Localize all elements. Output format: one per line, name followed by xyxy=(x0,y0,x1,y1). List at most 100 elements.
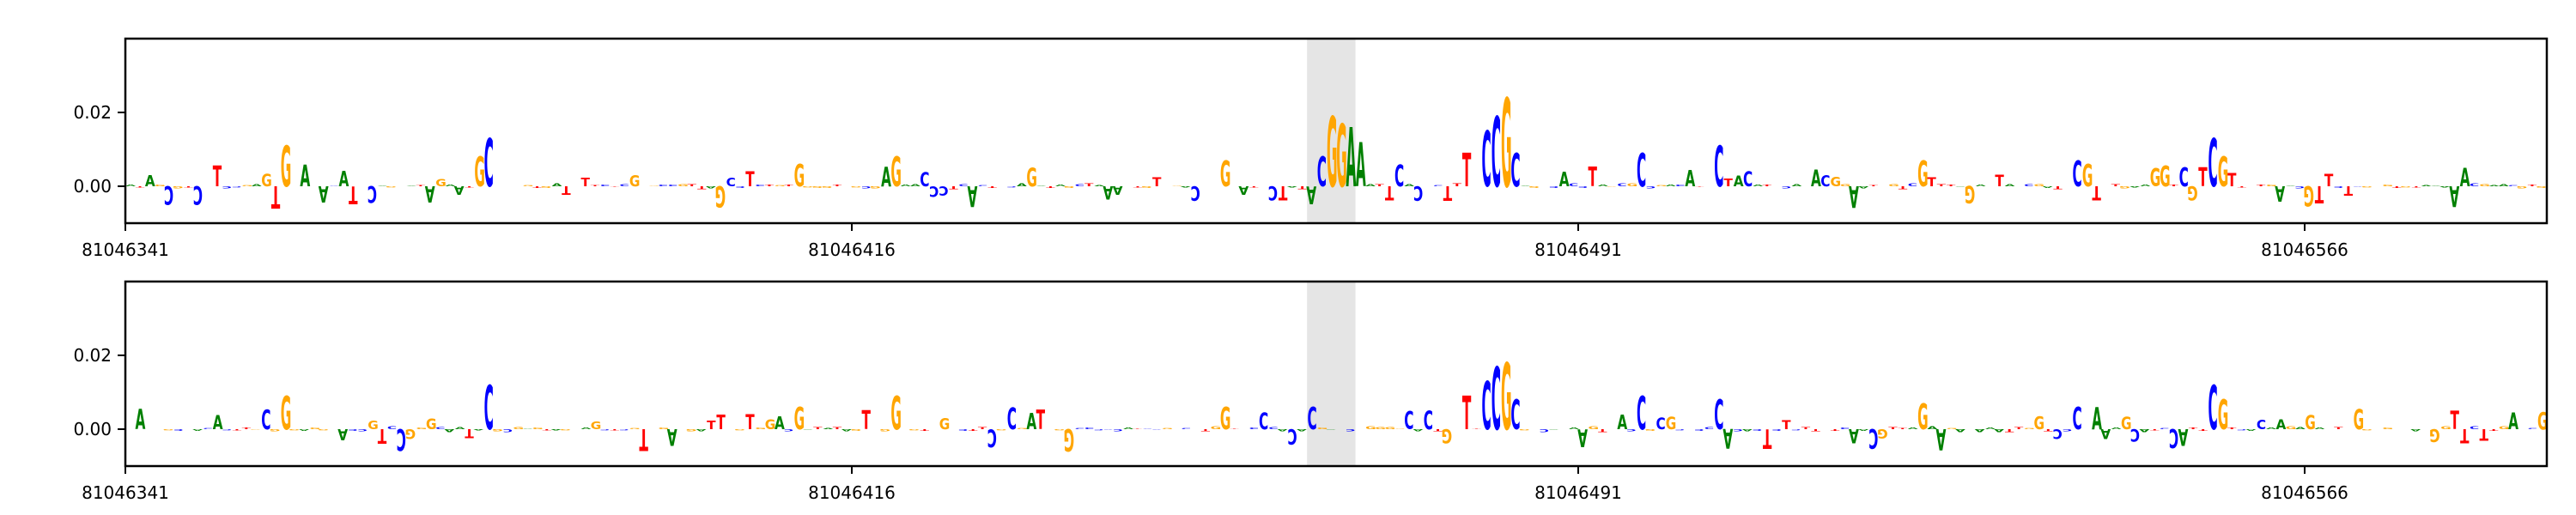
logo-letter-bg: C xyxy=(735,185,744,188)
logo-letter-bg: T xyxy=(532,185,542,188)
logo-letter-bg: A xyxy=(1113,183,1123,196)
logo-letter-bg: A xyxy=(2245,428,2257,431)
logo-letter-bg: A xyxy=(2499,184,2509,188)
logo-letter-bg: C xyxy=(397,421,406,456)
logo-letter-bg: C xyxy=(2179,162,2189,192)
logo-letter-bg: T xyxy=(1995,173,2004,191)
logo-letter-bg: G xyxy=(1606,186,1617,187)
logo-letter-bg: C xyxy=(503,428,513,433)
logo-letter-bg: A xyxy=(136,404,146,436)
logo-letter-bg: A xyxy=(1547,429,1558,430)
logo-letter-bg: T xyxy=(949,185,958,190)
logo-letter-bg: T xyxy=(580,177,590,190)
logo-letter-bg: T xyxy=(1830,428,1839,431)
logo-letter-bg: T xyxy=(232,429,241,431)
logo-letter-bg: G xyxy=(1947,428,1958,430)
logo-letter-bg: T xyxy=(416,185,426,186)
logo-letter-bg: G xyxy=(1528,185,1540,188)
logo-letter-bg: C xyxy=(1704,427,1714,430)
logo-letter-bg: C xyxy=(1287,424,1297,449)
logo-letter-bg: A xyxy=(2141,185,2152,187)
logo-letter-bg: C xyxy=(173,428,183,431)
x-tick-label: 81046341 xyxy=(82,482,169,503)
logo-letter-bg: G xyxy=(386,185,397,187)
logo-letter-bg: G xyxy=(677,184,689,187)
logo-letter-bg: G xyxy=(648,185,659,186)
logo-letter-bg: T xyxy=(242,427,252,430)
logo-letter-bg: A xyxy=(406,185,417,186)
logo-letter-bg: C xyxy=(1075,184,1084,187)
logo-letter-bg: A xyxy=(1927,426,1937,430)
logo-letter-bg: G xyxy=(629,428,641,430)
logo-letter-bg: T xyxy=(2111,184,2121,187)
logo-letter-bg: C xyxy=(2353,186,2362,187)
logo-letter-bg: T xyxy=(2227,427,2237,430)
logo-letter-bg: C xyxy=(978,185,987,186)
logo-letter-bg: T xyxy=(2391,185,2401,188)
logo-letter-bg: T xyxy=(1589,161,1598,193)
logo-letter-bg: C xyxy=(939,183,948,198)
y-tick-label: 0.02 xyxy=(73,345,112,366)
logo-letter-bg: C xyxy=(2257,417,2266,433)
logo-letter-bg: C xyxy=(1182,427,1191,429)
logo-letter-bg: C xyxy=(1433,185,1443,187)
logo-letter-bg: C xyxy=(1404,408,1413,435)
logo-letter-bg: C xyxy=(958,428,968,431)
logo-letter-bg: G xyxy=(2024,427,2035,429)
logo-letter-bg: G xyxy=(1589,426,1600,430)
logo-letter: G xyxy=(890,388,902,440)
logo-letter-bg: G xyxy=(2305,412,2316,434)
logo-letter-bg: C xyxy=(755,185,764,187)
logo-letter-bg: A xyxy=(1598,185,1609,187)
logo-letter-bg: A xyxy=(1306,180,1316,208)
logo-letter-bg: A xyxy=(1055,185,1066,187)
y-tick-label: 0.00 xyxy=(73,176,112,197)
logo-letter-bg: C xyxy=(987,423,997,451)
logo-letter-bg: T xyxy=(1443,181,1452,204)
logo-letter-bg: G xyxy=(2361,186,2372,188)
logo-letter-bg: G xyxy=(1162,428,1173,430)
logo-letter-bg: A xyxy=(705,185,715,189)
logo-letter-bg: G xyxy=(1644,428,1656,432)
logo-letter-bg: A xyxy=(213,412,223,434)
logo-letter-bg: C xyxy=(1617,183,1626,187)
logo-letter-bg: T xyxy=(833,427,842,431)
logo-letter-bg: T xyxy=(1694,186,1704,187)
logo-letter-bg: C xyxy=(2294,185,2304,189)
logo-letter-bg: G xyxy=(2119,185,2130,189)
logo-letter-bg: T xyxy=(2479,426,2488,445)
logo-panel-top: A T A GCG T CT C C GA GTA A C AT C AG A T A GAA T GTG A T T T C T C… xyxy=(73,37,2549,260)
logo-letter-bg: C xyxy=(1578,185,1588,188)
logo-letter-bg: G xyxy=(1172,185,1183,186)
logo-letter-bg: A xyxy=(1849,179,1859,213)
logo-letter-bg: T xyxy=(2488,428,2498,431)
logo-letter-bg: A xyxy=(2410,428,2421,432)
logo-letter-bg: A xyxy=(2315,427,2326,430)
logo-letter-bg: A xyxy=(1325,429,1336,430)
logo-letter: G xyxy=(1501,345,1512,451)
logo-letter-bg: A xyxy=(1365,184,1376,187)
logo-letter-bg: G xyxy=(1656,185,1668,187)
y-tick-label: 0.02 xyxy=(73,102,112,123)
logo-letter-bg: T xyxy=(465,186,474,187)
logo-letter-bg: T xyxy=(1811,428,1820,432)
logo-letter-bg: G xyxy=(289,428,300,430)
logo-letter-bg: A xyxy=(1569,427,1580,430)
logo-letter-bg: A xyxy=(1685,166,1695,191)
logo-letter-bg: T xyxy=(377,424,386,447)
logo-letter-bg: T xyxy=(639,421,648,456)
logo-letter: T xyxy=(745,168,755,191)
logo-letter-bg: T xyxy=(2092,181,2100,203)
logo-letter-bg: C xyxy=(668,185,677,187)
logo-letter-bg: T xyxy=(1385,181,1394,203)
logo-letter-bg: G xyxy=(261,172,272,191)
logo-letter-bg: A xyxy=(552,183,562,187)
logo-letter-bg: T xyxy=(2343,183,2353,198)
logo-letter-bg: C xyxy=(1424,405,1433,435)
logo-letter: A xyxy=(1346,111,1357,205)
logo-letter-bg: T xyxy=(2315,180,2324,208)
logo-letter-bg: G xyxy=(1375,427,1386,430)
logo-letter-bg: A xyxy=(1994,428,2004,433)
logo-letter-bg: C xyxy=(1782,185,1791,189)
logo-letter-bg: A xyxy=(2449,179,2459,211)
